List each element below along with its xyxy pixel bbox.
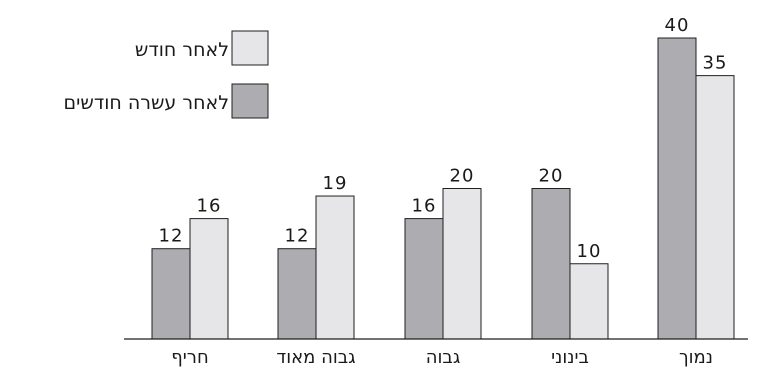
value-label-ten-months-0: 40 [665, 15, 690, 36]
bar-one-month-1 [569, 263, 609, 340]
value-label-ten-months-2: 16 [412, 196, 437, 217]
value-label-one-month-2: 20 [450, 166, 475, 187]
category-label-0: נמוך [679, 347, 713, 368]
category-label-1: בינוני [551, 347, 589, 368]
bar-one-month-0 [695, 75, 735, 340]
value-label-ten-months-1: 20 [539, 166, 564, 187]
legend: לאחר חודש לאחר עשרה חודשים [64, 30, 269, 119]
bar-ten-months-2 [404, 218, 444, 340]
category-label-4: חריף [171, 347, 208, 368]
value-labels: 40 35 20 10 16 20 12 19 12 16 [159, 15, 728, 262]
legend-label-ten-months: לאחר עשרה חודשים [64, 92, 230, 114]
category-labels: נמוך בינוני גבוה גבוה מאוד חריף [171, 347, 713, 368]
bar-ten-months-4 [151, 248, 191, 340]
bar-one-month-3 [315, 195, 355, 340]
value-label-one-month-1: 10 [577, 241, 602, 262]
category-label-2: גבוה [426, 347, 461, 368]
bar-ten-months-3 [277, 248, 317, 340]
bars [151, 37, 735, 340]
legend-swatch-one-month [231, 30, 269, 66]
category-label-3: גבוה מאוד [276, 347, 355, 368]
bar-ten-months-0 [657, 37, 697, 340]
value-label-one-month-4: 16 [197, 196, 222, 217]
value-label-ten-months-4: 12 [159, 226, 184, 247]
value-label-one-month-0: 35 [703, 53, 728, 74]
value-label-ten-months-3: 12 [285, 226, 310, 247]
bar-one-month-4 [189, 218, 229, 340]
legend-label-one-month: לאחר חודש [135, 39, 229, 61]
bar-one-month-2 [442, 188, 482, 340]
value-label-one-month-3: 19 [323, 173, 348, 194]
legend-swatch-ten-months [231, 83, 269, 119]
bar-ten-months-1 [531, 188, 571, 340]
